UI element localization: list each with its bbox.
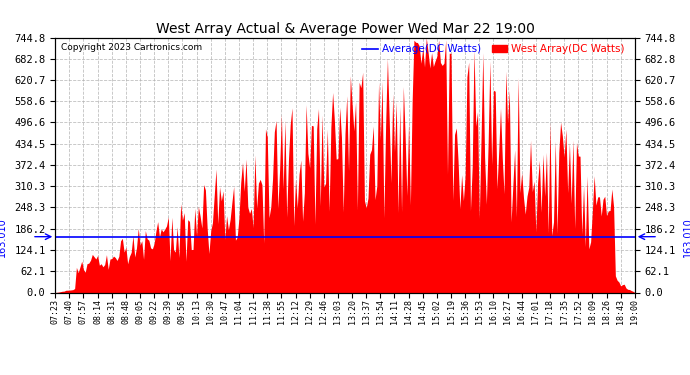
Legend: Average(DC Watts), West Array(DC Watts): Average(DC Watts), West Array(DC Watts) [358,40,629,58]
Title: West Array Actual & Average Power Wed Mar 22 19:00: West Array Actual & Average Power Wed Ma… [155,22,535,36]
Text: 163.010: 163.010 [0,217,8,256]
Text: 163.010: 163.010 [682,217,690,256]
Text: Copyright 2023 Cartronics.com: Copyright 2023 Cartronics.com [61,43,202,52]
